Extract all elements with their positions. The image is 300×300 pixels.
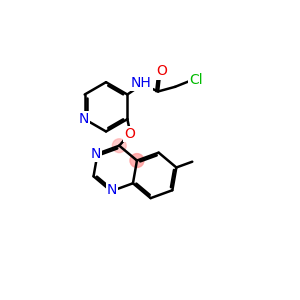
Text: N: N [91, 147, 101, 160]
Circle shape [112, 139, 126, 153]
Text: N: N [107, 183, 117, 197]
Text: N: N [79, 112, 89, 126]
Text: O: O [156, 64, 167, 78]
Text: O: O [124, 127, 135, 141]
Circle shape [130, 154, 144, 167]
Text: Cl: Cl [189, 73, 203, 87]
Text: NH: NH [131, 76, 152, 90]
Circle shape [130, 154, 144, 167]
